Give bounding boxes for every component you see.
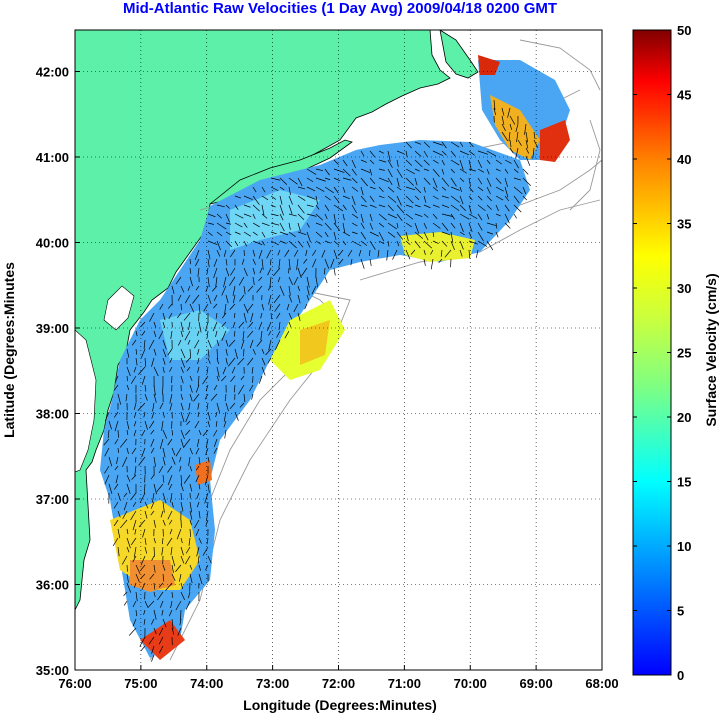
y-tick-label: 36:00	[36, 578, 69, 593]
colorbar-tick-label: 45	[677, 88, 691, 103]
colorbar-ticks: 0 5 10 15 20 25 30 35 40 45 50	[633, 23, 691, 683]
x-tick-label: 73:00	[256, 676, 289, 691]
colorbar-tick-label: 20	[677, 410, 691, 425]
colorbar-tick-label: 50	[677, 23, 691, 38]
land-cape-cod	[439, 30, 479, 79]
chesapeake-bay	[75, 329, 97, 473]
colorbar-label: Surface Velocity (cm/s)	[703, 273, 719, 426]
map-title: Mid-Atlantic Raw Velocities (1 Day Avg) …	[122, 0, 558, 17]
delaware-bay	[103, 285, 135, 331]
x-tick-label: 69:00	[520, 676, 553, 691]
y-tick-label: 39:00	[36, 321, 69, 336]
x-tick-label: 74:00	[190, 676, 223, 691]
colorbar	[632, 29, 672, 676]
x-tick-label: 75:00	[124, 676, 157, 691]
y-tick-label: 41:00	[36, 150, 69, 165]
y-tick-label: 35:00	[36, 663, 69, 678]
x-tick-label: 71:00	[388, 676, 421, 691]
colorbar-tick-label: 10	[677, 539, 691, 554]
land-mainland	[75, 30, 451, 611]
plot-grid	[75, 30, 602, 670]
x-tick-label: 72:00	[322, 676, 355, 691]
x-axis-label: Longitude (Degrees:Minutes)	[243, 697, 437, 713]
colorbar-tick-label: 30	[677, 281, 691, 296]
x-tick-label: 76:00	[58, 676, 91, 691]
colorbar-tick-label: 40	[677, 152, 691, 167]
y-tick-label: 37:00	[36, 492, 69, 507]
colorbar-tick-label: 5	[677, 604, 684, 619]
colorbar-tick-label: 0	[677, 668, 684, 683]
y-tick-label: 42:00	[36, 65, 69, 80]
colorbar-tick-label: 15	[677, 475, 691, 490]
y-tick-label: 38:00	[36, 407, 69, 422]
y-axis-label: Latitude (Degrees:Minutes	[1, 262, 17, 438]
colorbar-tick-label: 35	[677, 217, 691, 232]
y-axis: 35:00 36:00 37:00 38:00 39:00 40:00 41:00 42:00	[36, 65, 80, 678]
velocity-arrows	[103, 99, 539, 662]
x-tick-label: 68:00	[585, 676, 618, 691]
x-axis: 76:00 75:00 74:00 73:00 72:00 71:00 70:00 69:00…	[58, 665, 619, 691]
x-tick-label: 70:00	[454, 676, 487, 691]
colorbar-tick-label: 25	[677, 346, 691, 361]
y-tick-label: 40:00	[36, 236, 69, 251]
